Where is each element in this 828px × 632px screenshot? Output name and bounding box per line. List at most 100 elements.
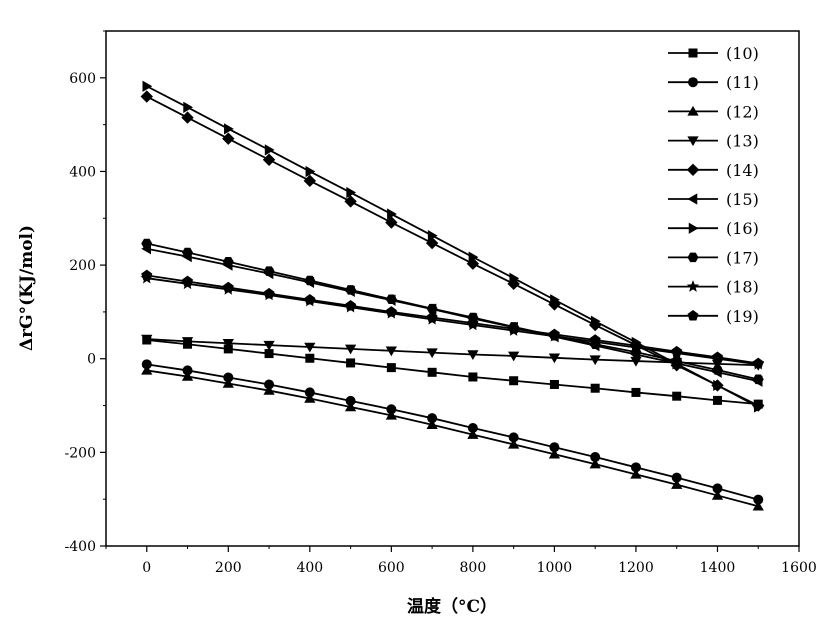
legend-marker: [687, 136, 699, 147]
data-point: [508, 432, 519, 443]
data-point: [386, 363, 396, 373]
data-point: [549, 379, 559, 389]
data-point: [141, 334, 153, 345]
data-point: [305, 353, 315, 363]
data-point: [671, 356, 683, 366]
x-tick-label: 1600: [781, 560, 817, 576]
data-point: [630, 339, 642, 351]
data-point: [264, 349, 274, 359]
data-point: [385, 346, 397, 357]
data-point: [711, 351, 723, 363]
data-point: [141, 359, 152, 370]
data-point: [181, 111, 194, 124]
data-point: [508, 351, 520, 362]
y-tick-label: 0: [87, 352, 96, 368]
legend-label: (11): [726, 73, 759, 92]
series-2: [141, 364, 764, 511]
series-line: [146, 338, 759, 367]
data-point: [426, 311, 438, 323]
data-point: [141, 238, 153, 249]
data-point: [262, 153, 276, 166]
plot-frame: [105, 30, 800, 547]
legend-marker: [688, 222, 699, 234]
data-point: [467, 429, 479, 439]
data-point: [182, 365, 193, 376]
data-point: [141, 364, 153, 375]
data-point: [344, 344, 357, 355]
data-point: [182, 275, 194, 287]
legend-label: (10): [726, 44, 759, 63]
data-point: [630, 462, 641, 473]
legend-marker: [686, 280, 700, 292]
data-point: [712, 483, 723, 494]
data-point: [222, 257, 234, 267]
data-point: [671, 472, 682, 483]
series-line: [146, 247, 759, 383]
data-point: [590, 315, 601, 327]
data-point: [509, 272, 520, 284]
legend-item: (18): [668, 278, 759, 297]
data-point: [385, 409, 397, 420]
data-point: [711, 365, 723, 375]
data-point: [346, 358, 356, 368]
series-line: [146, 277, 759, 366]
data-point: [549, 442, 560, 453]
data-point: [222, 281, 234, 293]
data-point: [712, 395, 722, 405]
data-point: [222, 132, 235, 145]
legend-label: (12): [726, 102, 759, 121]
legend-marker: [687, 310, 699, 321]
data-point: [305, 165, 316, 178]
data-point: [467, 423, 478, 434]
x-tick-label: 400: [296, 560, 323, 576]
data-point: [508, 438, 520, 449]
data-point: [263, 287, 275, 299]
legend-item: (16): [668, 219, 759, 238]
legend-label: (18): [726, 278, 759, 297]
x-tick-label: 1400: [700, 560, 736, 576]
data-point: [303, 174, 317, 188]
data-point: [588, 318, 602, 332]
data-point: [711, 489, 724, 500]
series-line: [146, 339, 759, 406]
legend-item: (17): [668, 248, 759, 267]
legend-label: (19): [726, 307, 759, 326]
legend-item: (13): [668, 132, 759, 151]
data-point: [427, 367, 437, 377]
x-tick-label: 0: [142, 560, 151, 576]
y-tick-label: 600: [69, 71, 96, 87]
series-6: [142, 80, 764, 413]
data-point: [304, 275, 316, 286]
data-point: [345, 285, 357, 295]
data-point: [304, 342, 316, 353]
legend-marker: [686, 163, 700, 176]
data-point: [385, 216, 398, 229]
data-point: [468, 372, 478, 382]
data-point: [589, 334, 601, 345]
data-point: [590, 383, 600, 393]
data-point: [263, 385, 275, 395]
legend-marker: [688, 77, 698, 88]
data-point: [181, 371, 194, 381]
data-point: [386, 404, 397, 415]
data-point: [181, 337, 194, 347]
legend-label: (17): [726, 248, 759, 267]
legend-item: (11): [668, 73, 759, 92]
legend-marker: [687, 193, 698, 205]
y-tick-label: 200: [69, 258, 96, 274]
data-point: [426, 348, 438, 359]
x-tick-label: 1200: [618, 560, 654, 576]
data-point: [427, 229, 438, 242]
data-point: [344, 195, 357, 208]
series-9: [141, 269, 764, 369]
x-axis-title: 温度（°C）: [407, 596, 497, 617]
legend-item: (10): [668, 44, 759, 63]
legend-label: (13): [726, 132, 759, 151]
data-point: [345, 395, 356, 406]
data-point: [222, 339, 234, 349]
data-point: [589, 355, 601, 366]
data-point: [222, 378, 234, 388]
x-tick-label: 800: [460, 560, 487, 576]
data-point: [590, 452, 601, 463]
data-point: [589, 458, 601, 469]
